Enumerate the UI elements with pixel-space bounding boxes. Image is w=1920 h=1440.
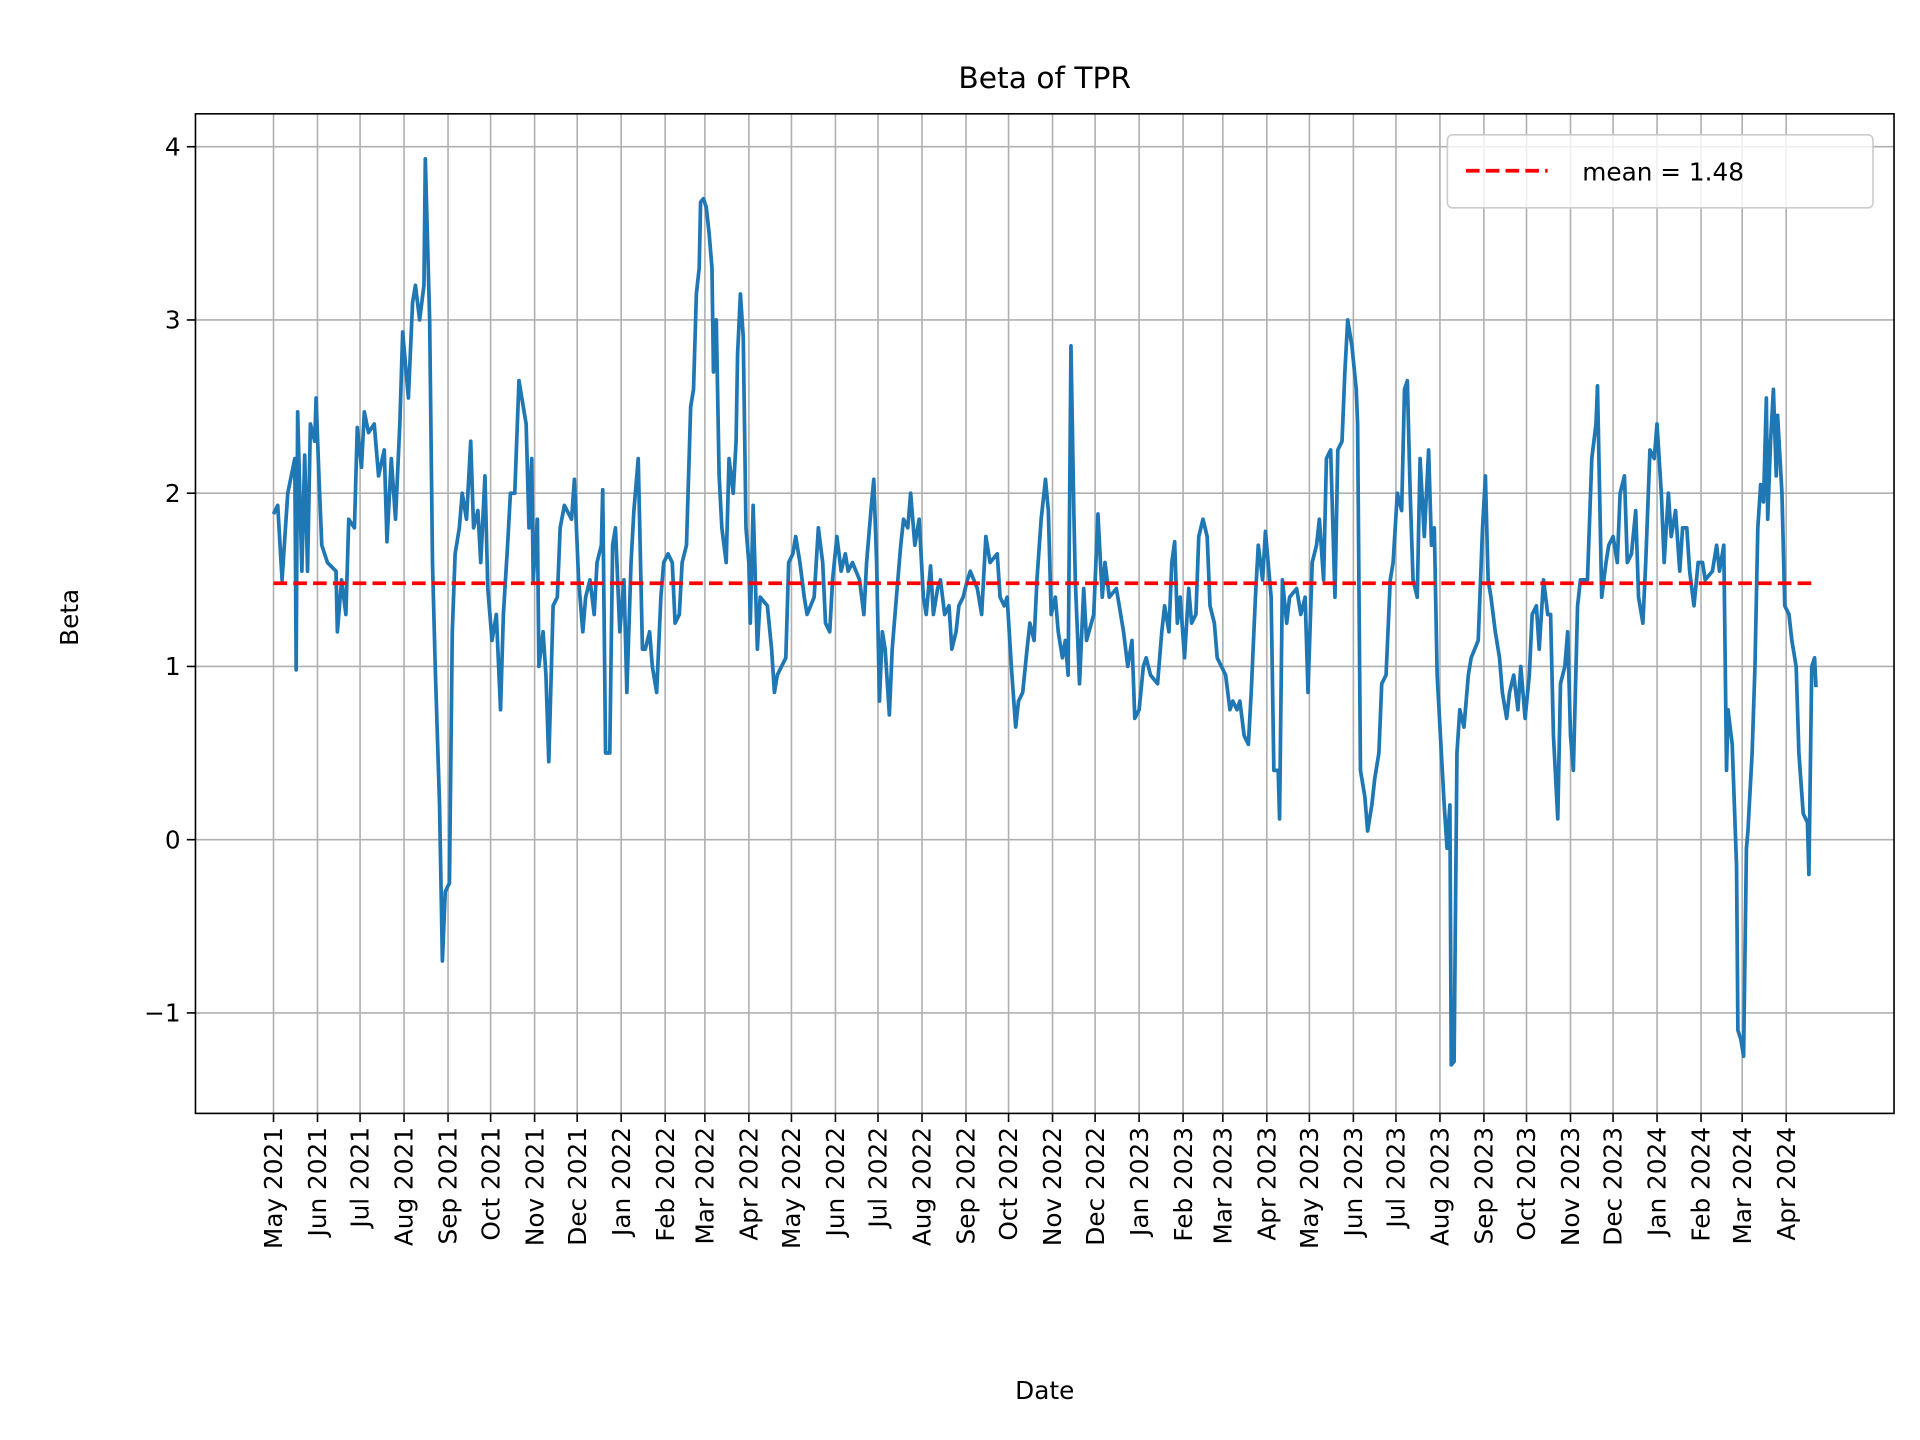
y-tick-label: 2 xyxy=(165,479,181,508)
x-tick-label: Oct 2022 xyxy=(994,1127,1023,1241)
x-tick-label: Mar 2024 xyxy=(1728,1127,1757,1244)
x-tick-label: Aug 2022 xyxy=(908,1127,937,1246)
x-axis-label: Date xyxy=(1015,1376,1074,1405)
x-tick-label: Jun 2021 xyxy=(303,1127,332,1238)
x-tick-label: Sep 2023 xyxy=(1470,1127,1499,1244)
y-tick-label: 3 xyxy=(165,306,181,335)
y-axis-label: Beta xyxy=(55,589,84,646)
x-tick-label: Feb 2024 xyxy=(1687,1127,1716,1242)
legend-mean-label: mean = 1.48 xyxy=(1582,158,1744,187)
x-tick-label: May 2022 xyxy=(777,1127,806,1249)
x-tick-label: Apr 2023 xyxy=(1252,1127,1281,1241)
x-tick-label: Nov 2023 xyxy=(1556,1127,1585,1246)
x-tick-label: Nov 2022 xyxy=(1038,1127,1067,1246)
x-tick-label: Jun 2022 xyxy=(821,1127,850,1238)
x-tick-label: Jul 2023 xyxy=(1382,1127,1411,1230)
y-tick-label: 1 xyxy=(165,652,181,681)
x-tick-label: Feb 2023 xyxy=(1169,1127,1198,1242)
x-tick-label: Oct 2023 xyxy=(1512,1127,1541,1241)
x-tick-label: Feb 2022 xyxy=(651,1127,680,1242)
y-tick-label: −1 xyxy=(144,999,180,1028)
axes-frame xyxy=(194,113,1895,1115)
x-tick-label: Jun 2023 xyxy=(1339,1127,1368,1238)
x-tick-label: Jan 2022 xyxy=(607,1127,636,1238)
x-tick-label: Apr 2022 xyxy=(735,1127,764,1241)
x-tick-label: Dec 2021 xyxy=(563,1127,592,1246)
x-tick-label: May 2021 xyxy=(259,1127,288,1249)
legend: mean = 1.48 xyxy=(1446,134,1874,209)
x-tick-label: Jan 2024 xyxy=(1643,1127,1672,1238)
x-tick-label: Jul 2022 xyxy=(864,1127,893,1230)
y-tick-label: 4 xyxy=(165,132,181,161)
x-tick-label: Mar 2023 xyxy=(1208,1127,1237,1244)
y-axis-ticks: −1 0 1 2 3 4 xyxy=(144,132,196,1028)
y-tick-label: 0 xyxy=(165,825,181,854)
x-axis-ticks: May 2021 Jun 2021 Jul 2021 Aug 2021 Sep 2021… xyxy=(259,1113,1801,1249)
x-tick-label: Aug 2023 xyxy=(1426,1127,1455,1246)
x-tick-label: Apr 2024 xyxy=(1772,1127,1801,1241)
x-tick-label: Oct 2021 xyxy=(476,1127,505,1241)
beta-series-line xyxy=(271,156,1818,1067)
x-tick-label: May 2023 xyxy=(1295,1127,1324,1249)
legend-box xyxy=(1446,134,1874,209)
x-tick-label: Jan 2023 xyxy=(1125,1127,1154,1238)
x-tick-label: Aug 2021 xyxy=(390,1127,419,1246)
x-tick-label: Nov 2021 xyxy=(520,1127,549,1246)
x-tick-label: Jul 2021 xyxy=(346,1127,375,1230)
x-tick-label: Dec 2022 xyxy=(1081,1127,1110,1246)
x-tick-label: Dec 2023 xyxy=(1599,1127,1628,1246)
x-tick-label: Mar 2022 xyxy=(691,1127,720,1244)
x-tick-label: Sep 2022 xyxy=(952,1127,981,1244)
x-tick-label: Sep 2021 xyxy=(434,1127,463,1244)
plot-area xyxy=(271,156,1818,1067)
chart-title: Beta of TPR xyxy=(958,61,1131,96)
